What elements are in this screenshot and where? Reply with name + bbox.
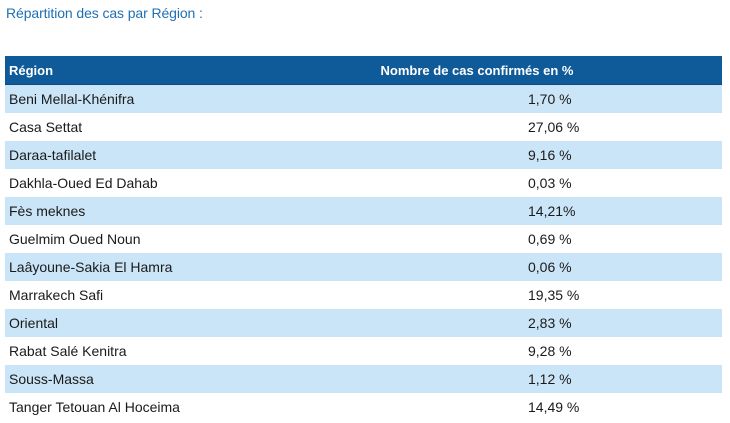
column-header-region: Région (9, 62, 54, 78)
column-header-percent: Nombre de cas confirmés en % (380, 62, 574, 78)
percent-cell: 9,28 % (528, 343, 572, 359)
percent-cell: 27,06 % (528, 119, 580, 135)
percent-cell: 0,69 % (528, 231, 572, 247)
table-header-row: Région Nombre de cas confirmés en % (5, 56, 722, 85)
region-cell: Dakhla-Oued Ed Dahab (9, 175, 158, 191)
percent-cell: 2,83 % (528, 315, 572, 331)
region-cell: Rabat Salé Kenitra (9, 343, 127, 359)
region-cell: Tanger Tetouan Al Hoceima (9, 399, 180, 415)
table-row: Oriental 2,83 % (5, 309, 722, 337)
percent-cell: 0,03 % (528, 175, 572, 191)
table-row: Daraa-tafilalet 9,16 % (5, 141, 722, 169)
region-cell: Oriental (9, 315, 59, 331)
region-cell: Daraa-tafilalet (9, 147, 97, 163)
percent-cell: 14,49 % (528, 399, 580, 415)
percent-cell: 9,16 % (528, 147, 572, 163)
percent-cell: 1,12 % (528, 371, 572, 387)
table-row: Souss-Massa 1,12 % (5, 365, 722, 393)
region-cell: Fès meknes (9, 203, 86, 219)
section-heading: Répartition des cas par Région : (6, 5, 203, 21)
table-row: Fès meknes 14,21% (5, 197, 722, 225)
percent-cell: 19,35 % (528, 287, 580, 303)
table-row: Rabat Salé Kenitra 9,28 % (5, 337, 722, 365)
percent-cell: 1,70 % (528, 91, 572, 107)
table-row: Marrakech Safi 19,35 % (5, 281, 722, 309)
region-cell: Beni Mellal-Khénifra (9, 91, 135, 107)
percent-cell: 14,21% (528, 203, 576, 219)
region-cell: Casa Settat (9, 119, 83, 135)
percent-cell: 0,06 % (528, 259, 572, 275)
region-cell: Marrakech Safi (9, 287, 104, 303)
table-row: Dakhla-Oued Ed Dahab 0,03 % (5, 169, 722, 197)
table-row: Beni Mellal-Khénifra 1,70 % (5, 85, 722, 113)
table-row: Guelmim Oued Noun 0,69 % (5, 225, 722, 253)
table-row: Casa Settat 27,06 % (5, 113, 722, 141)
region-cell: Guelmim Oued Noun (9, 231, 141, 247)
region-cell: Laâyoune-Sakia El Hamra (9, 259, 173, 275)
regions-table: Région Nombre de cas confirmés en % Beni… (5, 56, 722, 421)
table-row: Laâyoune-Sakia El Hamra 0,06 % (5, 253, 722, 281)
region-cell: Souss-Massa (9, 371, 94, 387)
table-row: Tanger Tetouan Al Hoceima 14,49 % (5, 393, 722, 421)
